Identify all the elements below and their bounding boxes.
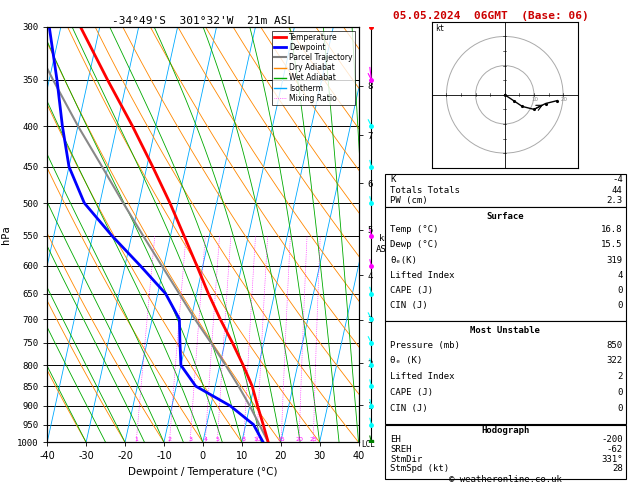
Text: 4: 4 [203, 437, 207, 442]
Text: K: K [390, 175, 396, 184]
Text: CAPE (J): CAPE (J) [390, 388, 433, 397]
Text: 3: 3 [188, 437, 192, 442]
Text: 8: 8 [242, 437, 246, 442]
Text: 0: 0 [617, 286, 623, 295]
Text: Lifted Index: Lifted Index [390, 372, 455, 381]
Text: 0: 0 [617, 388, 623, 397]
X-axis label: Dewpoint / Temperature (°C): Dewpoint / Temperature (°C) [128, 467, 277, 477]
Text: 0: 0 [617, 301, 623, 310]
Y-axis label: km
ASL: km ASL [376, 235, 392, 254]
Text: 05.05.2024  06GMT  (Base: 06): 05.05.2024 06GMT (Base: 06) [393, 11, 589, 21]
Text: Surface: Surface [487, 211, 524, 221]
Text: Most Unstable: Most Unstable [470, 326, 540, 335]
Text: StmSpd (kt): StmSpd (kt) [390, 465, 449, 473]
Text: 2: 2 [617, 372, 623, 381]
Text: θₑ (K): θₑ (K) [390, 356, 422, 365]
Text: 28: 28 [612, 465, 623, 473]
Text: 322: 322 [606, 356, 623, 365]
Text: CIN (J): CIN (J) [390, 404, 428, 413]
Text: 331°: 331° [601, 454, 623, 464]
Text: 5: 5 [215, 437, 220, 442]
Text: SREH: SREH [390, 445, 411, 454]
Text: 2: 2 [167, 437, 172, 442]
Text: 20: 20 [560, 97, 567, 102]
Text: CAPE (J): CAPE (J) [390, 286, 433, 295]
Text: LCL: LCL [362, 440, 376, 449]
Text: kt: kt [435, 24, 444, 33]
Text: Hodograph: Hodograph [481, 426, 530, 435]
Text: 25: 25 [309, 437, 317, 442]
Text: StmDir: StmDir [390, 454, 422, 464]
Legend: Temperature, Dewpoint, Parcel Trajectory, Dry Adiabat, Wet Adiabat, Isotherm, Mi: Temperature, Dewpoint, Parcel Trajectory… [272, 31, 355, 105]
Text: -200: -200 [601, 435, 623, 444]
Text: Pressure (mb): Pressure (mb) [390, 341, 460, 349]
Text: 10: 10 [531, 97, 538, 102]
Text: Lifted Index: Lifted Index [390, 271, 455, 280]
Text: 44: 44 [612, 186, 623, 194]
Text: EH: EH [390, 435, 401, 444]
Text: θₑ(K): θₑ(K) [390, 256, 417, 264]
Text: Temp (°C): Temp (°C) [390, 226, 438, 234]
Y-axis label: hPa: hPa [1, 225, 11, 244]
Text: 0: 0 [617, 404, 623, 413]
Text: -62: -62 [606, 445, 623, 454]
Text: PW (cm): PW (cm) [390, 196, 428, 205]
Text: 15.5: 15.5 [601, 241, 623, 249]
Text: 4: 4 [617, 271, 623, 280]
Text: 15: 15 [277, 437, 285, 442]
Text: 10: 10 [253, 437, 260, 442]
Text: 16.8: 16.8 [601, 226, 623, 234]
Text: Dewp (°C): Dewp (°C) [390, 241, 438, 249]
Text: 2.3: 2.3 [606, 196, 623, 205]
Text: 1: 1 [134, 437, 138, 442]
Text: 20: 20 [295, 437, 303, 442]
Title: -34°49'S  301°32'W  21m ASL: -34°49'S 301°32'W 21m ASL [112, 16, 294, 26]
Text: © weatheronline.co.uk: © weatheronline.co.uk [449, 474, 562, 484]
Text: Totals Totals: Totals Totals [390, 186, 460, 194]
Text: 319: 319 [606, 256, 623, 264]
Text: -4: -4 [612, 175, 623, 184]
Text: CIN (J): CIN (J) [390, 301, 428, 310]
Text: 850: 850 [606, 341, 623, 349]
